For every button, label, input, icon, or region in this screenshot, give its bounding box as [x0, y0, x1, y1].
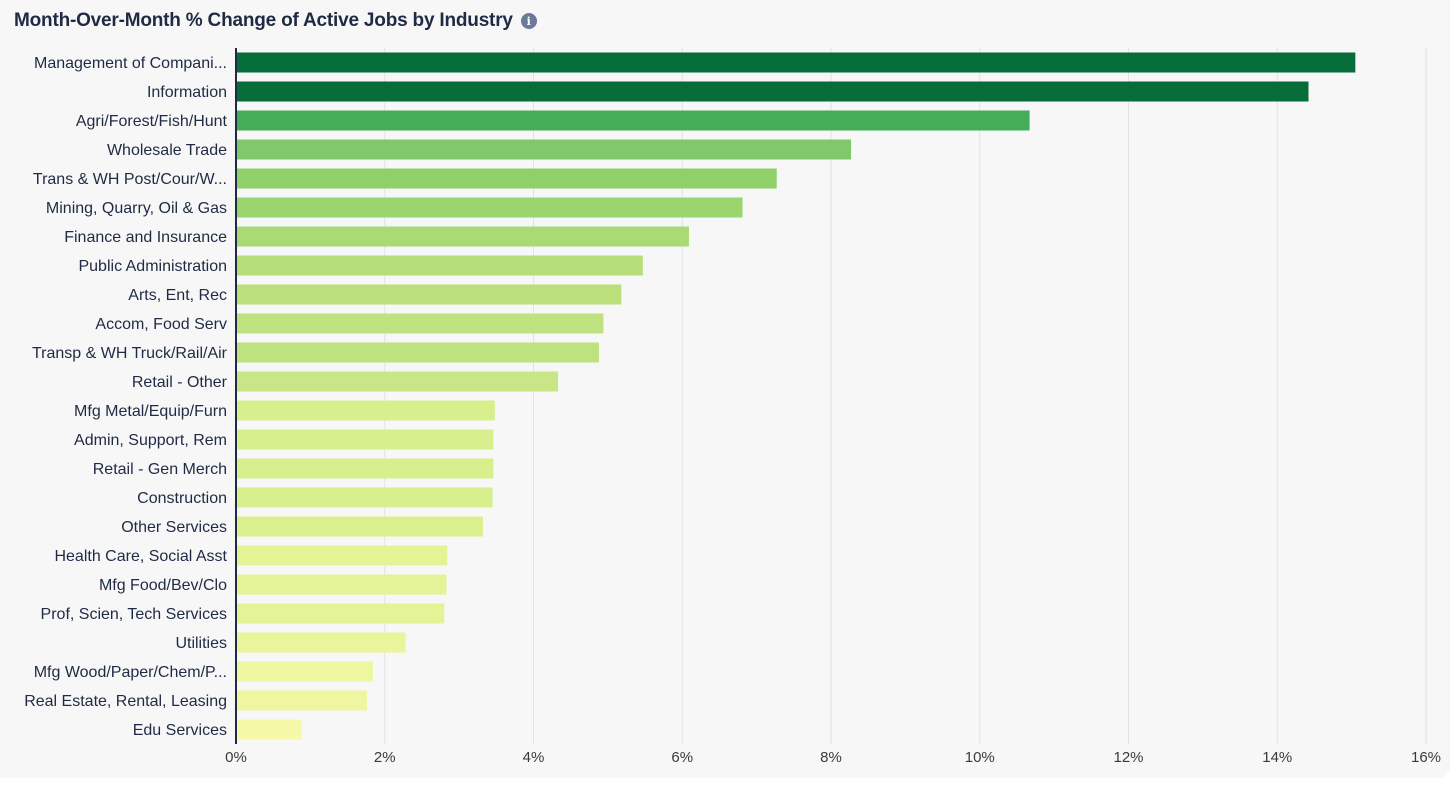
category-label: Mfg Food/Bev/Clo: [99, 577, 227, 594]
category-label: Mfg Wood/Paper/Chem/P...: [34, 664, 227, 681]
bar: [236, 458, 494, 479]
info-icon[interactable]: i: [520, 13, 537, 29]
category-label: Wholesale Trade: [107, 142, 227, 159]
bar: [236, 313, 604, 334]
bar: [236, 516, 483, 537]
bar: [236, 139, 852, 160]
bar: [236, 342, 599, 363]
bar: [236, 632, 406, 653]
bar: [236, 197, 743, 218]
category-label: Information: [147, 84, 227, 101]
bar: [236, 661, 373, 682]
category-label: Mfg Metal/Equip/Furn: [74, 403, 227, 420]
category-label: Real Estate, Rental, Leasing: [24, 693, 227, 710]
bar: [236, 574, 447, 595]
bar: [236, 487, 493, 508]
bar: [236, 429, 494, 450]
x-tick-label: 4%: [523, 749, 545, 766]
x-tick-label: 8%: [820, 749, 842, 766]
category-label: Management of Compani...: [34, 55, 227, 72]
x-tick-label: 6%: [671, 749, 693, 766]
bar: [236, 110, 1030, 131]
category-label: Retail - Gen Merch: [93, 461, 227, 478]
category-label: Finance and Insurance: [64, 229, 227, 246]
x-tick-label: 14%: [1262, 749, 1292, 766]
bar: [236, 400, 495, 421]
category-label: Retail - Other: [132, 374, 228, 391]
category-label: Arts, Ent, Rec: [128, 287, 227, 304]
category-label: Trans & WH Post/Cour/W...: [33, 171, 227, 188]
category-label: Mining, Quarry, Oil & Gas: [46, 200, 227, 217]
category-label: Utilities: [175, 635, 227, 652]
bar: [236, 719, 302, 740]
category-label: Public Administration: [78, 258, 227, 275]
bar: [236, 168, 777, 189]
x-tick-label: 16%: [1411, 749, 1441, 766]
chart-header: Month-Over-Month % Change of Active Jobs…: [14, 10, 537, 32]
x-tick-label: 12%: [1113, 749, 1143, 766]
bar: [236, 690, 367, 711]
bar: [236, 371, 559, 392]
category-label: Edu Services: [133, 722, 227, 739]
chart-card: Month-Over-Month % Change of Active Jobs…: [14, 10, 1442, 766]
bar: [236, 255, 643, 276]
category-label: Admin, Support, Rem: [74, 432, 227, 449]
chart-title: Month-Over-Month % Change of Active Jobs…: [14, 10, 513, 31]
category-label: Transp & WH Truck/Rail/Air: [32, 345, 228, 362]
x-tick-label: 10%: [965, 749, 995, 766]
x-tick-label: 2%: [374, 749, 396, 766]
x-tick-label: 0%: [225, 749, 247, 766]
category-label: Health Care, Social Asst: [54, 548, 227, 565]
bar: [236, 226, 689, 247]
category-label: Accom, Food Serv: [95, 316, 227, 333]
category-label: Agri/Forest/Fish/Hunt: [76, 113, 228, 130]
category-label: Other Services: [121, 519, 227, 536]
category-label: Construction: [137, 490, 227, 507]
bar: [236, 284, 622, 305]
bar: [236, 52, 1356, 73]
category-label: Prof, Scien, Tech Services: [41, 606, 227, 623]
bar: [236, 603, 445, 624]
bar: [236, 545, 448, 566]
bar: [236, 81, 1309, 102]
